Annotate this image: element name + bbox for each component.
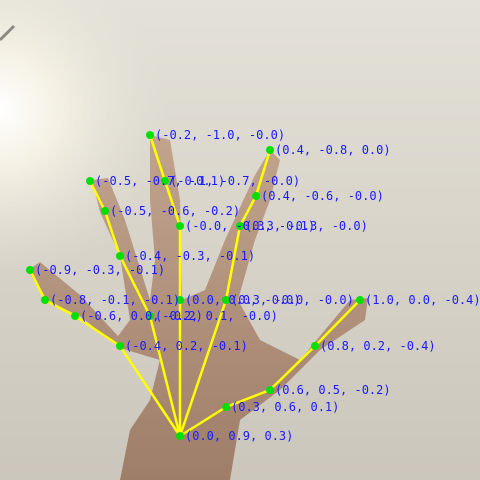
landmark-point-6 — [176, 222, 184, 230]
landmark-label-19: (-0.8, -0.1, -0.1) — [50, 293, 180, 307]
landmark-point-5 — [176, 296, 184, 304]
landmark-point-0 — [176, 432, 184, 440]
landmark-label-5: (0.0, 0.0, -0.0) — [185, 293, 301, 307]
landmark-point-11 — [252, 192, 260, 200]
landmark-label-2: (0.6, 0.5, -0.2) — [275, 383, 391, 397]
landmark-label-18: (-0.6, 0.0, -0.2) — [80, 309, 203, 323]
landmark-label-6: (-0.0, -0.3, -0.1) — [185, 219, 315, 233]
bone-0-13 — [148, 314, 182, 438]
landmark-point-4 — [356, 296, 364, 304]
landmark-label-9: (0.3, -0.0, -0.0) — [231, 293, 354, 307]
landmark-point-12 — [266, 146, 274, 154]
landmark-label-12: (0.4, -0.8, 0.0) — [275, 143, 391, 157]
skeleton-joints — [26, 131, 364, 440]
bone-11-12 — [254, 148, 272, 198]
landmark-label-11: (0.4, -0.6, -0.0) — [261, 189, 384, 203]
bone-1-2 — [224, 388, 272, 409]
landmark-point-20 — [26, 266, 34, 274]
bone-15-16 — [88, 179, 107, 213]
landmark-label-0: (0.0, 0.9, 0.3) — [185, 429, 293, 443]
bone-18-19 — [43, 298, 77, 318]
bone-6-7 — [163, 179, 182, 228]
landmark-labels: (0.0, 0.9, 0.3) (0.3, 0.6, 0.1) (0.6, 0.5,… — [35, 128, 480, 443]
bone-0-17 — [118, 344, 182, 438]
landmark-point-10 — [236, 222, 244, 230]
bone-19-20 — [28, 268, 47, 302]
landmark-point-9 — [222, 296, 230, 304]
hand-silhouette — [28, 135, 368, 480]
landmark-label-4: (1.0, 0.0, -0.4) — [365, 293, 480, 307]
landmark-label-7: (-0.1, -0.7, -0.0) — [170, 174, 300, 188]
landmark-point-8 — [146, 131, 154, 139]
landmark-point-1 — [222, 403, 230, 411]
landmark-label-16: (-0.5, -0.7, -0.1) — [95, 174, 225, 188]
bone-10-11 — [238, 194, 258, 228]
landmark-label-20: (-0.9, -0.3, -0.1) — [35, 263, 165, 277]
bone-9-10 — [224, 224, 242, 302]
bone-14-15 — [103, 209, 122, 258]
landmark-label-14: (-0.4, -0.3, -0.1) — [125, 249, 255, 263]
landmark-label-13: (-0.2, 0.1, -0.0) — [155, 309, 278, 323]
landmark-point-18 — [71, 312, 79, 320]
landmark-point-16 — [86, 177, 94, 185]
ceiling-fixture — [0, 24, 16, 42]
landmark-label-10: (0.3, -0.3, -0.0) — [245, 219, 368, 233]
landmark-point-13 — [146, 312, 154, 320]
skeleton-connections — [28, 133, 362, 438]
landmark-point-15 — [101, 207, 109, 215]
landmark-point-3 — [311, 342, 319, 350]
bone-7-8 — [148, 133, 167, 183]
bone-13-14 — [118, 254, 152, 318]
landmark-label-15: (-0.5, -0.6, -0.2) — [110, 204, 240, 218]
landmark-label-8: (-0.2, -1.0, -0.0) — [155, 128, 285, 142]
landmark-point-17 — [116, 342, 124, 350]
landmark-label-3: (0.8, 0.2, -0.4) — [320, 339, 436, 353]
bone-17-18 — [73, 314, 122, 348]
landmark-point-2 — [266, 386, 274, 394]
landmark-label-1: (0.3, 0.6, 0.1) — [231, 400, 339, 414]
bone-3-4 — [313, 298, 362, 348]
landmark-point-19 — [41, 296, 49, 304]
landmark-point-7 — [161, 177, 169, 185]
bone-0-9 — [178, 298, 228, 438]
bone-0-1 — [178, 405, 228, 438]
landmark-point-14 — [116, 252, 124, 260]
landmark-label-17: (-0.4, 0.2, -0.1) — [125, 339, 248, 353]
bone-2-3 — [268, 344, 317, 392]
